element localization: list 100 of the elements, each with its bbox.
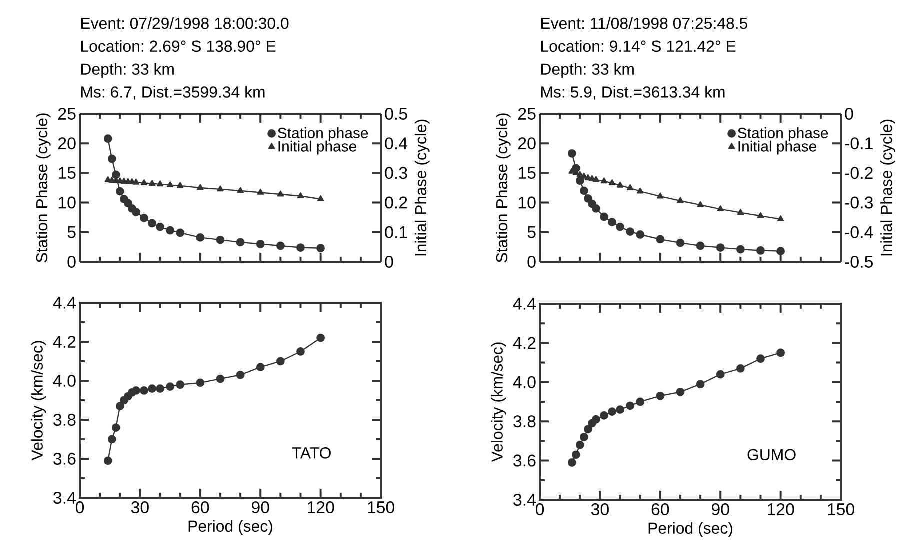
x-tick-label: 60	[652, 504, 670, 516]
point	[717, 205, 724, 212]
point	[156, 222, 164, 232]
y-axis-title: Station Phase (cycle)	[36, 114, 51, 263]
y-tick-label: 4.2	[53, 336, 76, 348]
point	[676, 388, 685, 396]
point	[148, 384, 156, 393]
y-axis-title: Station Phase (cycle)	[496, 114, 511, 263]
point	[104, 134, 112, 144]
annotation: TATO	[292, 448, 331, 459]
point	[236, 238, 245, 247]
x-tick-label: 30	[591, 504, 609, 516]
point	[626, 402, 635, 410]
text: Depth: 33 km	[542, 63, 634, 78]
point	[756, 354, 765, 364]
y2-tick-label: -0.1	[845, 138, 873, 150]
point	[616, 406, 624, 414]
point	[156, 384, 164, 393]
y-tick-label: 3.6	[514, 454, 536, 467]
point	[592, 415, 600, 424]
point	[140, 214, 148, 222]
point	[196, 378, 205, 388]
point	[237, 187, 244, 194]
point	[132, 386, 140, 395]
point	[166, 182, 174, 188]
point	[580, 186, 588, 196]
y-tick-label: 4.2	[513, 337, 536, 350]
y-tick-label: 4.4	[53, 297, 76, 309]
point	[737, 209, 744, 216]
point	[626, 228, 635, 236]
y-tick-label: 5	[528, 226, 536, 238]
chart-title: Event: 07/29/1998 18:00:30.0	[82, 17, 289, 30]
point	[276, 242, 285, 250]
point	[636, 188, 644, 194]
x-tick-label: 150	[828, 504, 854, 516]
point	[216, 236, 225, 244]
text: Depth: 33 km	[82, 63, 174, 78]
point	[196, 234, 205, 242]
point	[576, 440, 584, 450]
y-tick-label: 20	[58, 138, 76, 150]
point	[592, 204, 600, 213]
point	[616, 222, 624, 232]
point	[256, 240, 265, 248]
chart-title: Event: 11/08/1998 07:25:48.5	[542, 17, 748, 30]
x-tick-label: 120	[768, 504, 794, 516]
point	[576, 176, 584, 186]
y-tick-label: 3.6	[54, 452, 76, 465]
point	[166, 226, 175, 235]
point	[756, 246, 765, 255]
point	[608, 218, 616, 227]
point	[572, 450, 580, 460]
text: Ms: 5.9, Dist.=3613.34 km	[542, 86, 725, 100]
text: Ms: 6.7, Dist.=3599.34 km	[82, 86, 265, 100]
y-tick-label: 0	[528, 256, 536, 268]
legend-label: Initial phase	[278, 140, 356, 155]
point	[176, 182, 184, 188]
y2-tick-label: -0.5	[845, 256, 873, 268]
point	[297, 192, 304, 198]
y-tick-label: 3.4	[514, 494, 536, 506]
point	[636, 230, 645, 239]
point	[296, 348, 305, 356]
point	[277, 190, 284, 197]
point	[697, 201, 704, 208]
y-tick-label: 0	[68, 256, 76, 268]
point	[176, 228, 185, 238]
point	[108, 154, 116, 164]
y2-tick-label: -0.4	[845, 226, 874, 238]
point	[236, 370, 245, 380]
point	[584, 194, 592, 203]
point	[132, 178, 140, 185]
point	[140, 179, 148, 186]
point	[124, 199, 132, 208]
y-axis-title: Velocity (km/sec)	[491, 342, 506, 462]
y-tick-label: 10	[518, 196, 536, 209]
y-tick-label: 20	[518, 138, 536, 150]
point	[600, 212, 608, 222]
y-tick-label: 4.0	[53, 374, 76, 387]
point	[116, 187, 124, 196]
y2-tick-label: 0.4	[385, 138, 408, 150]
point	[776, 247, 786, 256]
x-tick-label: 150	[368, 502, 394, 514]
y-tick-label: 25	[518, 108, 536, 120]
point	[626, 184, 634, 190]
point	[317, 195, 324, 202]
point	[584, 425, 592, 434]
y-tick-label: 25	[58, 108, 76, 120]
y2-tick-label: 0.2	[385, 196, 408, 209]
x-tick-label: 0	[76, 502, 84, 514]
point	[316, 334, 326, 342]
point	[568, 149, 576, 158]
point	[696, 242, 705, 250]
point	[216, 374, 225, 384]
point	[296, 244, 305, 252]
x-tick-label: 60	[192, 502, 210, 514]
point	[656, 235, 665, 244]
chart-subtitle: Location: 2.69° S 138.90° E	[82, 40, 276, 52]
y2-axis-title: Initial Phase (cycle)	[414, 120, 430, 256]
point	[580, 433, 588, 442]
y2-tick-label: -0.2	[845, 167, 873, 180]
point	[736, 364, 745, 373]
